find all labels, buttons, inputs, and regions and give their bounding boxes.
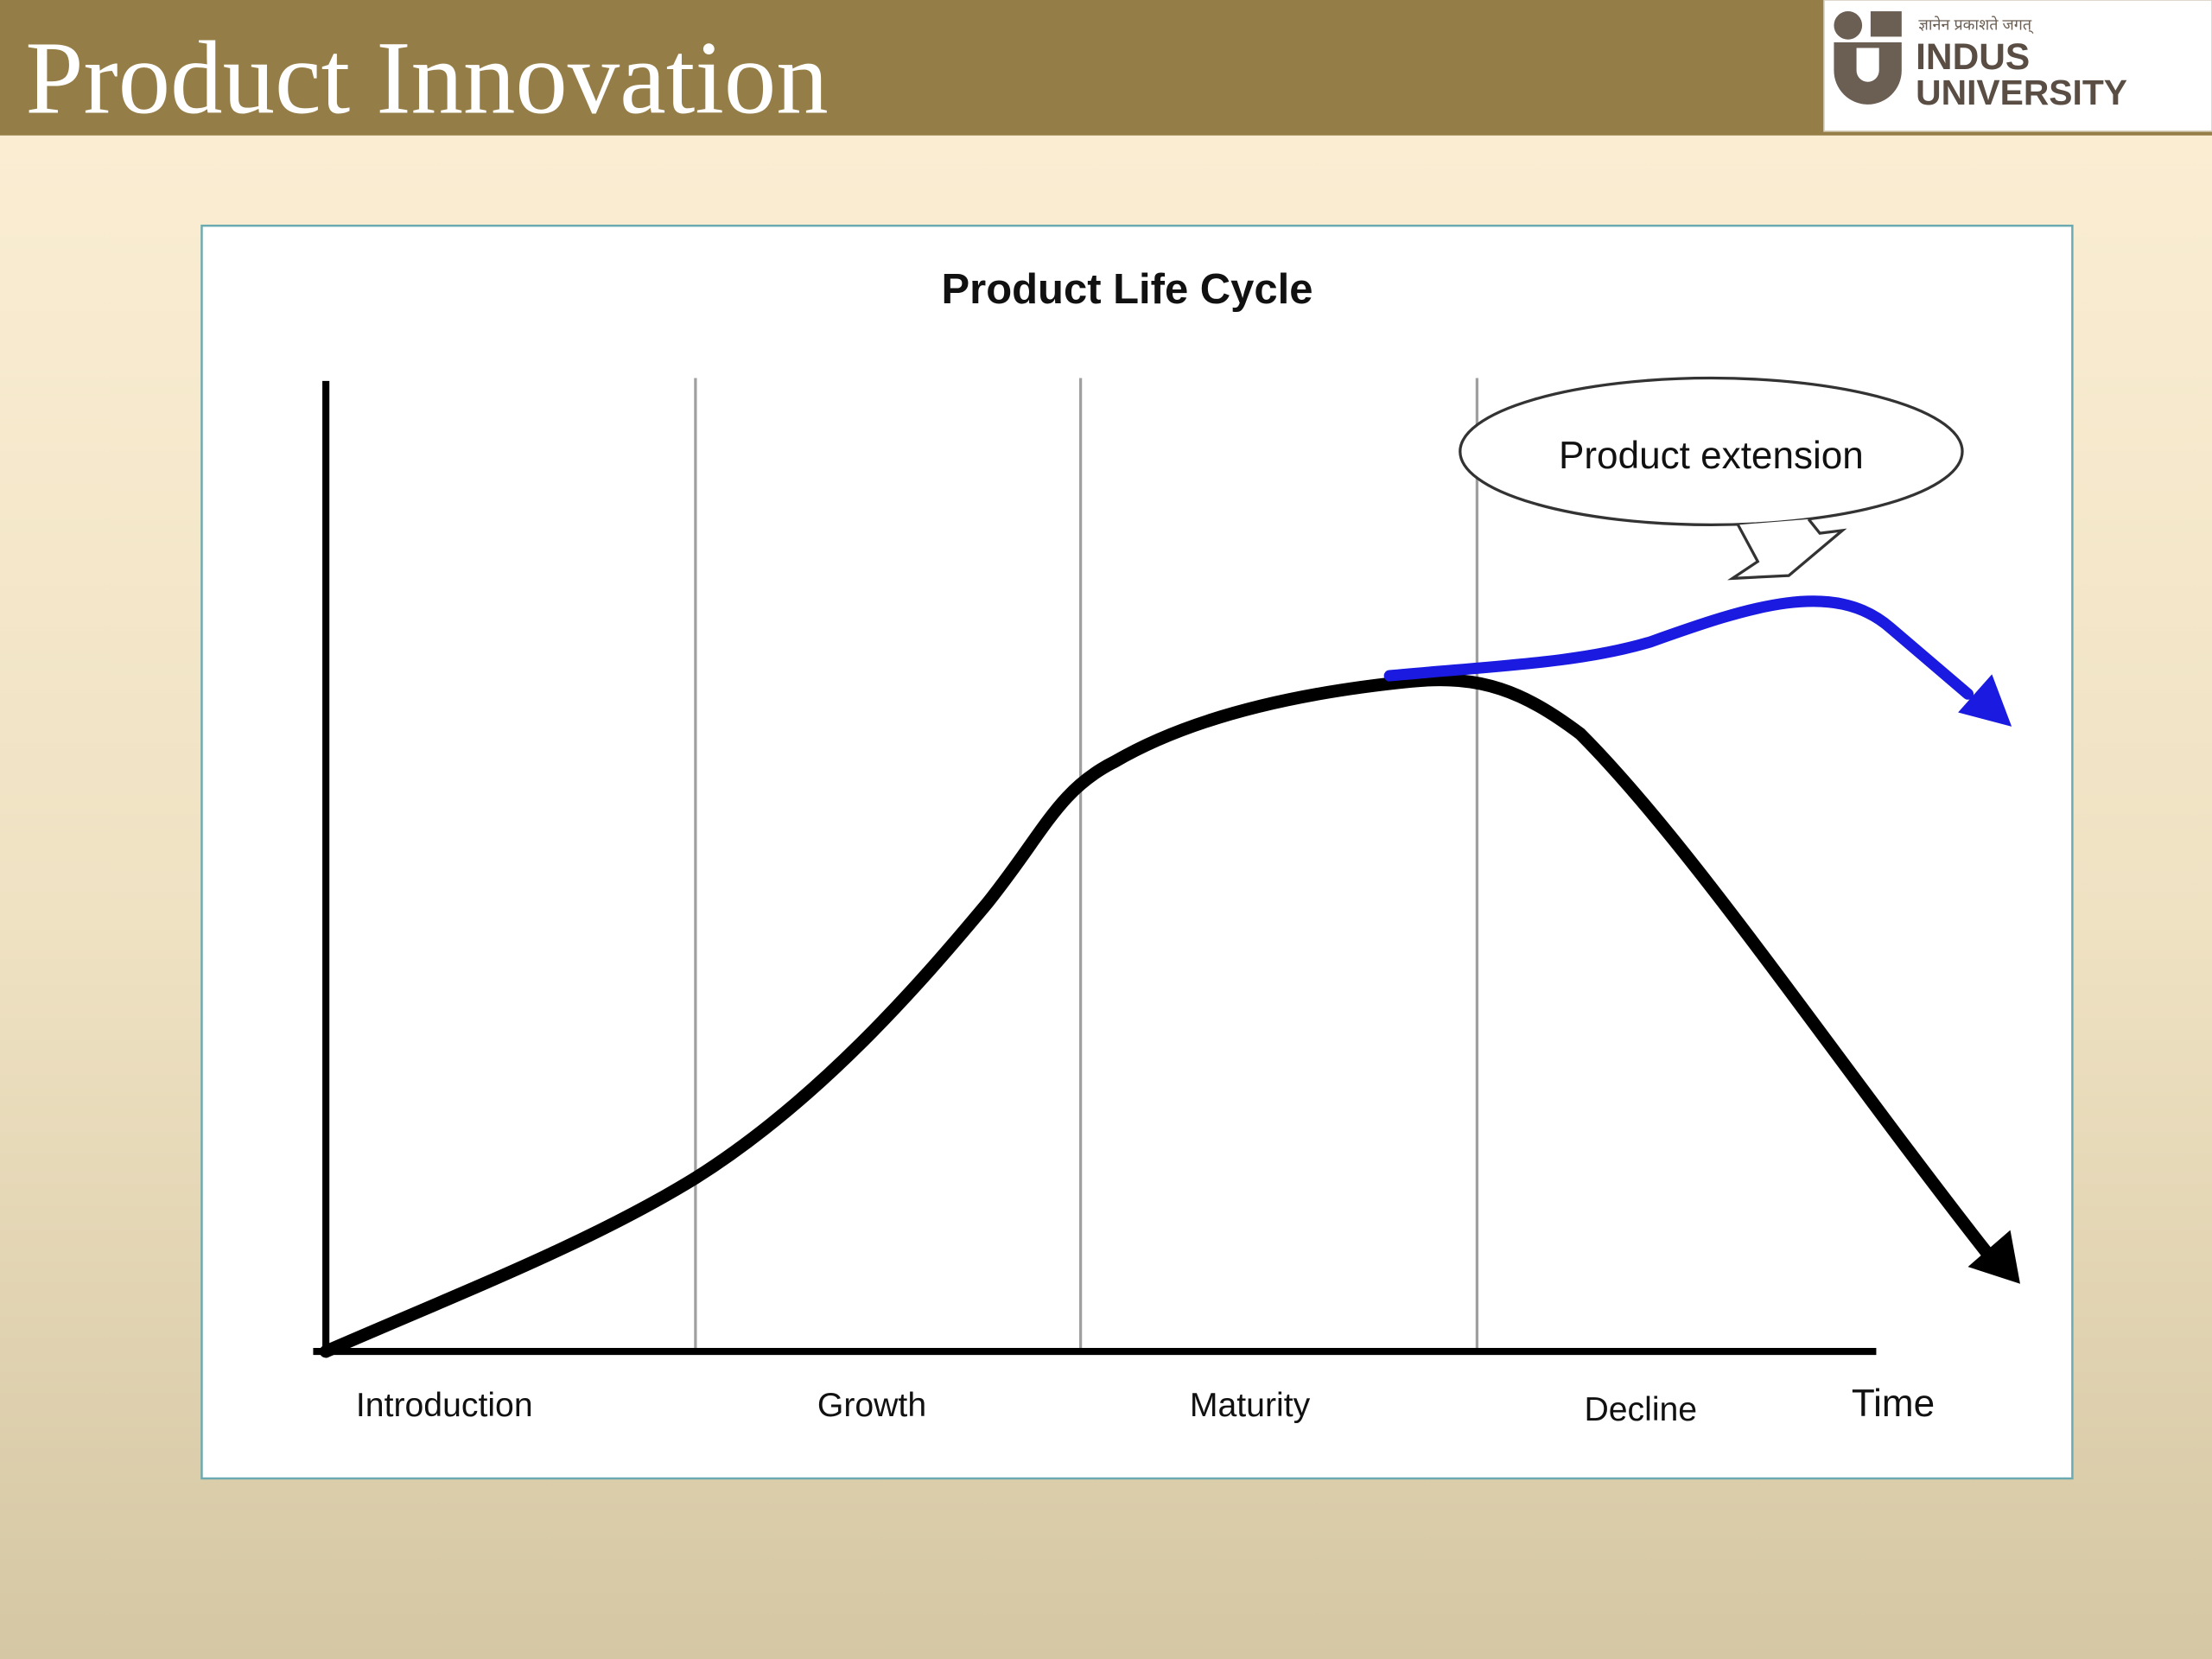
- callout-bubble: [1459, 376, 1964, 526]
- curve-arrowhead: [1967, 1230, 2020, 1284]
- slide-title: Product Innovation: [25, 21, 828, 137]
- logo-dot: [1834, 11, 1863, 40]
- stage-label: Maturity: [1190, 1387, 1311, 1424]
- logo-motto: ज्ञानेन प्रकाशते जगत्: [1918, 15, 2034, 34]
- callout-pointer: [1727, 518, 1847, 581]
- logo: ज्ञानेन प्रकाशते जगत् INDUS UNIVERSITY: [1823, 0, 2212, 132]
- x-axis-label: Time: [1852, 1382, 1935, 1425]
- logo-name: INDUS: [1916, 36, 2030, 77]
- stage-label: Decline: [1584, 1391, 1697, 1428]
- extension-arrowhead: [1958, 674, 2012, 727]
- logo-name: UNIVERSITY: [1916, 73, 2127, 112]
- logo-square: [1870, 11, 1902, 37]
- callout-text: Product extension: [1559, 435, 1864, 477]
- stage-label: Introduction: [356, 1387, 533, 1424]
- diagram: Product Life Cycle Product extension Int…: [200, 225, 2074, 1480]
- life-cycle-curve: [319, 673, 1996, 1358]
- logo-shield-inner: [1856, 48, 1879, 82]
- extension-curve: [1383, 595, 1974, 700]
- diagram-title: Product Life Cycle: [942, 266, 1313, 313]
- stage-label: Growth: [817, 1387, 926, 1424]
